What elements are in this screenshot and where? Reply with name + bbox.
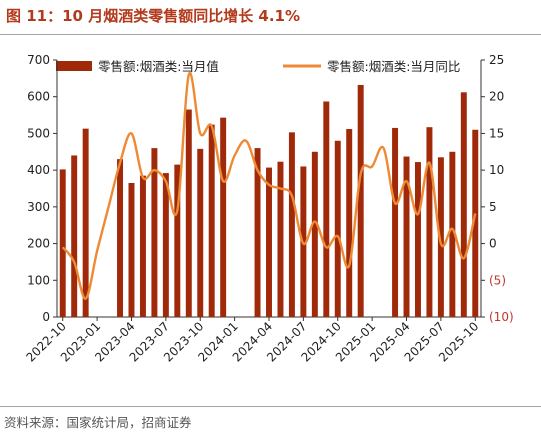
right-tick-label: 10	[489, 163, 504, 177]
bar	[174, 164, 181, 317]
left-tick-label: 700	[27, 53, 50, 67]
bar	[197, 148, 204, 317]
bar	[117, 159, 124, 317]
left-tick-label: 300	[27, 200, 50, 214]
bar	[139, 175, 146, 317]
bar	[460, 92, 467, 318]
bar-series	[59, 84, 479, 318]
bar	[151, 148, 158, 317]
left-tick-label: 600	[27, 90, 50, 104]
bar	[392, 127, 399, 318]
bar	[162, 173, 169, 317]
left-axis-ticks: 0 100 200 300 400 500 600 700	[27, 53, 57, 324]
line-series	[61, 71, 477, 300]
right-tick-label: 20	[489, 90, 504, 104]
chart: 零售额:烟酒类:当月值 零售额:烟酒类:当月同比 2022-102023-012…	[23, 53, 514, 365]
bar	[449, 151, 456, 317]
bar	[82, 128, 89, 317]
footer-rule	[0, 406, 541, 407]
bar	[414, 162, 421, 317]
bar	[185, 109, 192, 317]
bar	[472, 129, 479, 317]
bar	[128, 182, 135, 317]
left-tick-label: 200	[27, 237, 50, 251]
legend-swatch-bar	[56, 61, 92, 71]
right-tick-label: 25	[489, 53, 504, 67]
bar	[288, 132, 295, 317]
bar	[323, 101, 330, 317]
right-tick-label: (5)	[489, 273, 506, 287]
left-tick-label: 400	[27, 163, 50, 177]
bar	[437, 157, 444, 317]
bar	[59, 169, 66, 317]
bar	[403, 156, 410, 317]
bar	[208, 124, 215, 317]
chart-title: 图 11：10 月烟酒类零售额同比增长 4.1%	[6, 7, 301, 25]
yoy-line	[61, 71, 477, 300]
right-tick-label: 5	[489, 200, 497, 214]
bar	[334, 140, 341, 317]
x-axis-ticks: 2022-102023-012023-042023-072023-102024-…	[23, 317, 481, 365]
legend: 零售额:烟酒类:当月值 零售额:烟酒类:当月同比	[56, 59, 460, 74]
bar	[357, 84, 364, 317]
bar	[71, 155, 78, 317]
legend-label-line: 零售额:烟酒类:当月同比	[327, 59, 460, 74]
bar	[426, 127, 433, 318]
left-tick-label: 500	[27, 126, 50, 140]
bar	[311, 151, 318, 317]
right-tick-label: 15	[489, 126, 504, 140]
title-rule	[0, 34, 541, 35]
left-tick-label: 0	[42, 310, 50, 324]
bar	[277, 161, 284, 317]
bar	[346, 129, 353, 317]
source-note: 资料来源：国家统计局，招商证券	[4, 415, 192, 430]
left-tick-label: 100	[27, 273, 50, 287]
bar	[220, 117, 227, 318]
right-tick-label: 0	[489, 237, 497, 251]
bar	[266, 167, 272, 317]
bar	[254, 148, 261, 317]
legend-label-bar: 零售额:烟酒类:当月值	[98, 59, 219, 74]
right-tick-label: (10)	[489, 310, 514, 324]
right-axis-ticks: (10) (5) 0 5 10 15 20 25	[481, 53, 514, 324]
